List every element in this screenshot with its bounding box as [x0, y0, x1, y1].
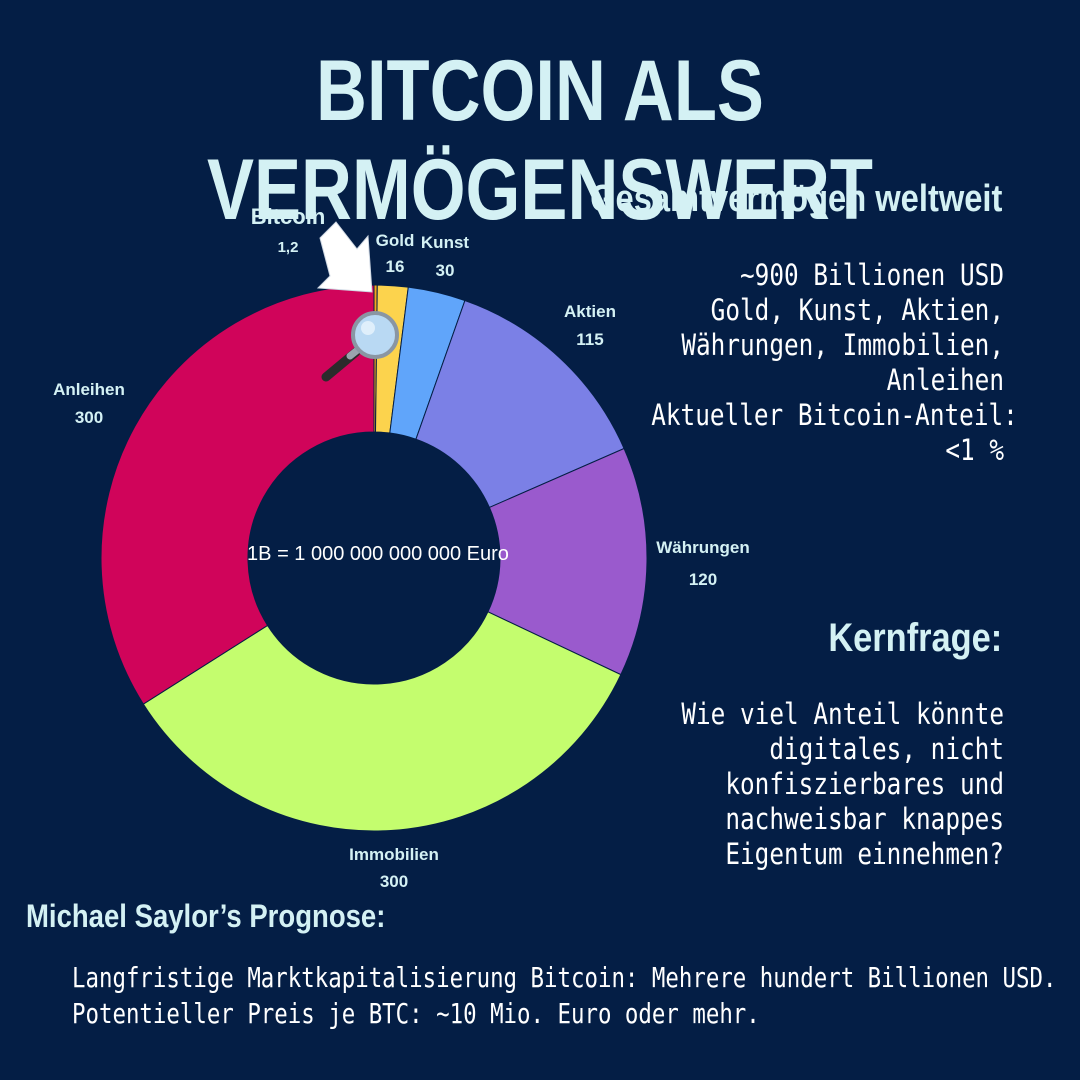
chart-labels: Bitcoin 1,2 Gold 16 Kunst 30 Aktien 115 Währunge…	[53, 204, 750, 891]
info-line: Währungen, Immobilien,	[681, 328, 1004, 362]
label-anleihen: Anleihen	[53, 380, 125, 399]
info-line: ~900 Billionen USD	[740, 258, 1004, 292]
label-bitcoin: Bitcoin	[251, 204, 326, 229]
slice-anleihen	[100, 284, 375, 705]
slice-immobilien	[142, 611, 622, 832]
value-gold: 16	[386, 257, 405, 276]
label-kunst: Kunst	[421, 233, 470, 252]
key-question-heading: Kernfrage:	[828, 616, 1002, 660]
page-title: BITCOIN ALS VERMÖGENSWERT	[206, 43, 874, 238]
info-line: <1 %	[945, 433, 1004, 467]
value-bitcoin: 1,2	[278, 239, 299, 256]
saylor-line: Langfristige Marktkapitalisierung Bitcoi…	[72, 961, 1057, 994]
chart-slices	[100, 284, 648, 832]
saylor-heading: Michael Saylor’s Prognose:	[26, 898, 386, 934]
saylor-text: Langfristige Marktkapitalisierung Bitcoi…	[72, 960, 1080, 1032]
value-kunst: 30	[436, 261, 455, 280]
global-assets-heading: Gesamtvermögen weltweit	[589, 178, 1002, 220]
label-immobilien: Immobilien	[349, 845, 439, 864]
magnifier-icon	[321, 311, 399, 382]
info-line: Aktueller Bitcoin-Anteil:	[651, 398, 1018, 432]
info-line: Anleihen	[886, 363, 1004, 397]
value-aktien: 115	[576, 330, 603, 349]
value-waehrungen: 120	[689, 570, 717, 589]
arrow-icon	[316, 221, 373, 293]
question-line: nachweisbar knappes	[725, 802, 1004, 836]
label-aktien: Aktien	[564, 302, 616, 321]
label-waehrungen: Währungen	[656, 538, 750, 557]
global-assets-info: ~900 Billionen USD Gold, Kunst, Aktien, …	[584, 258, 1018, 468]
chart-center-label: 1B = 1 000 000 000 000 Euro	[247, 543, 509, 565]
value-anleihen: 300	[75, 408, 103, 427]
saylor-line: Potentieller Preis je BTC: ~10 Mio. Euro…	[72, 997, 760, 1030]
value-immobilien: 300	[380, 872, 408, 891]
question-line: Eigentum einnehmen?	[725, 837, 1004, 871]
question-line: Wie viel Anteil könnte	[681, 697, 1004, 731]
slice-aktien	[415, 299, 625, 509]
slice-waehrungen	[487, 447, 648, 676]
question-line: digitales, nicht	[769, 732, 1004, 766]
label-gold: Gold	[376, 231, 415, 250]
question-line: konfiszierbares und	[725, 767, 1004, 801]
info-line: Gold, Kunst, Aktien,	[710, 293, 1004, 327]
key-question-text: Wie viel Anteil könnte digitales, nicht …	[564, 697, 1004, 872]
